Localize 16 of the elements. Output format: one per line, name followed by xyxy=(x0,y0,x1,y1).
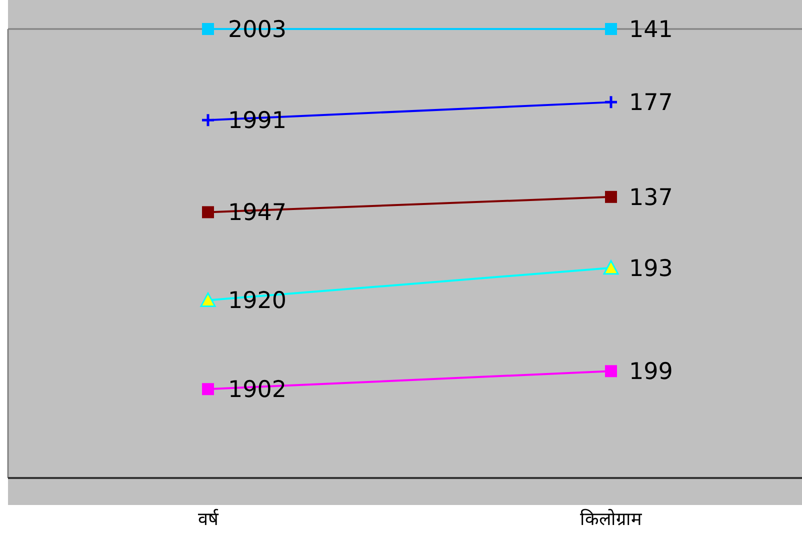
x-tick-label: वर्ष xyxy=(198,508,219,530)
x-tick-label: किलोग्राम xyxy=(580,508,643,530)
point xyxy=(605,23,617,35)
point xyxy=(202,206,214,218)
point xyxy=(202,383,214,396)
point xyxy=(200,112,216,128)
point xyxy=(605,365,617,378)
annotation: 177 xyxy=(629,90,673,116)
point xyxy=(604,94,618,110)
annotation: 137 xyxy=(629,184,673,211)
series-label: 1920 xyxy=(228,288,287,314)
annotation: 193 xyxy=(629,256,673,282)
point xyxy=(202,23,214,35)
point xyxy=(605,190,617,203)
annotation: 141 xyxy=(629,17,673,43)
annotation: 199 xyxy=(629,359,673,386)
